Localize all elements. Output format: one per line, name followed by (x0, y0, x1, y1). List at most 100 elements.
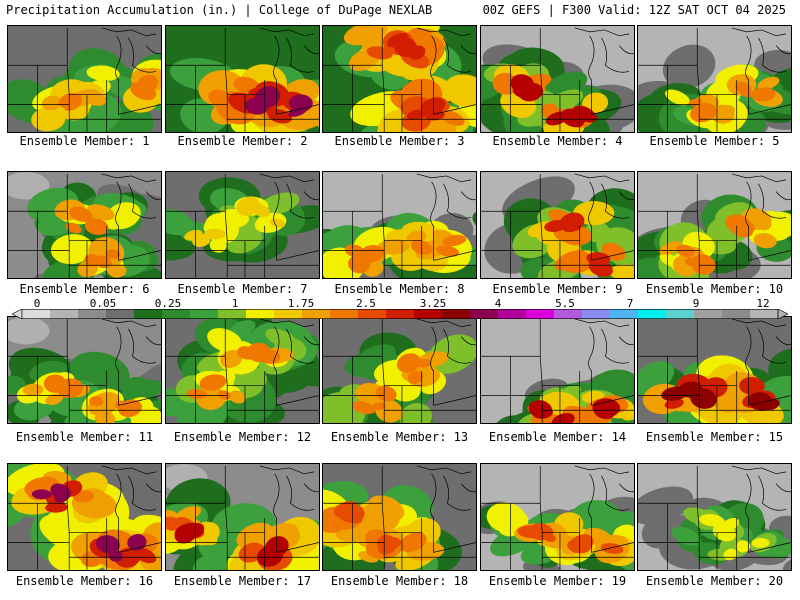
map-borders (8, 465, 161, 570)
colorbar (12, 309, 788, 319)
colorbar-label: 12 (756, 297, 770, 310)
ensemble-member-caption: Ensemble Member: 1 (19, 134, 150, 148)
colorbar-swatch (386, 309, 415, 319)
precip-field (638, 464, 791, 570)
precip-field (166, 317, 319, 423)
ensemble-map-panel (480, 463, 635, 571)
colorbar-swatch (358, 309, 387, 319)
colorbar-high-arrow (777, 309, 788, 319)
ensemble-map-panel (637, 316, 792, 424)
precip-field (638, 317, 791, 423)
chart-title: Precipitation Accumulation (in.) | Colle… (6, 3, 433, 17)
map-borders (323, 318, 476, 423)
ensemble-member-caption: Ensemble Member: 9 (492, 282, 623, 296)
precip-field (8, 317, 161, 423)
map-borders (323, 27, 476, 132)
precip-field (323, 172, 476, 278)
ensemble-map-panel (637, 463, 792, 571)
ensemble-map-panel (322, 316, 477, 424)
ensemble-member-caption: Ensemble Member: 8 (334, 282, 465, 296)
colorbar-label: 3.25 (419, 297, 447, 310)
colorbar-swatch (218, 309, 247, 319)
precip-field (638, 26, 791, 132)
map-borders (166, 27, 319, 132)
colorbar-swatch (78, 309, 107, 319)
colorbar-label: 4 (494, 297, 502, 310)
colorbar-swatch (470, 309, 499, 319)
ensemble-member-caption: Ensemble Member: 2 (177, 134, 308, 148)
ensemble-map-panel (165, 463, 320, 571)
precip-field (166, 464, 319, 570)
ensemble-member-caption: Ensemble Member: 7 (177, 282, 308, 296)
precip-field (323, 26, 476, 132)
colorbar-swatch (722, 309, 751, 319)
map-borders (323, 173, 476, 278)
map-borders (166, 173, 319, 278)
precip-field (323, 464, 476, 570)
colorbar-swatch (554, 309, 583, 319)
colorbar-swatch (414, 309, 443, 319)
ensemble-map-panel (165, 25, 320, 133)
ensemble-map-panel (7, 25, 162, 133)
map-borders (8, 318, 161, 423)
map-borders (481, 465, 634, 570)
colorbar-label: 5.5 (555, 297, 575, 310)
map-borders (166, 465, 319, 570)
colorbar-label: 9 (692, 297, 700, 310)
ensemble-member-caption: Ensemble Member: 19 (488, 574, 627, 588)
precip-field (166, 172, 319, 278)
ensemble-member-caption: Ensemble Member: 13 (330, 430, 469, 444)
colorbar-swatch (330, 309, 359, 319)
map-borders (638, 173, 791, 278)
ensemble-map-panel (480, 316, 635, 424)
colorbar-swatch (750, 309, 779, 319)
precip-field (481, 172, 634, 278)
colorbar-swatch (666, 309, 695, 319)
map-borders (481, 318, 634, 423)
precip-field (481, 464, 634, 570)
precip-field (8, 26, 161, 132)
ensemble-member-caption: Ensemble Member: 3 (334, 134, 465, 148)
colorbar-label: 1 (231, 297, 239, 310)
colorbar-labels: 0 0.05 0.25 1 1.75 2.5 3.25 4 5.5 7 9 12 (0, 297, 800, 310)
colorbar-label: 0.25 (154, 297, 182, 310)
ensemble-member-caption: Ensemble Member: 16 (15, 574, 154, 588)
colorbar-swatch (274, 309, 303, 319)
colorbar-swatch (610, 309, 639, 319)
ensemble-member-caption: Ensemble Member: 18 (330, 574, 469, 588)
ensemble-member-caption: Ensemble Member: 15 (645, 430, 784, 444)
map-borders (638, 27, 791, 132)
map-borders (166, 318, 319, 423)
colorbar-swatch (442, 309, 471, 319)
ensemble-map-panel (7, 316, 162, 424)
colorbar-swatch (638, 309, 667, 319)
colorbar-label: 2.5 (356, 297, 376, 310)
map-borders (481, 27, 634, 132)
ensemble-member-caption: Ensemble Member: 6 (19, 282, 150, 296)
ensemble-map-panel (637, 171, 792, 279)
map-borders (481, 173, 634, 278)
precip-field (638, 172, 791, 278)
ensemble-member-caption: Ensemble Member: 20 (645, 574, 784, 588)
colorbar-swatch (162, 309, 191, 319)
precip-field (481, 317, 634, 423)
ensemble-map-panel (480, 25, 635, 133)
colorbar-swatch (582, 309, 611, 319)
precip-field (8, 464, 161, 570)
colorbar-swatch (22, 309, 51, 319)
colorbar-swatch (190, 309, 219, 319)
map-borders (638, 465, 791, 570)
ensemble-map-panel (322, 463, 477, 571)
ensemble-map-panel (165, 171, 320, 279)
colorbar-swatch (246, 309, 275, 319)
colorbar-label: 1.75 (287, 297, 315, 310)
colorbar-swatch (50, 309, 79, 319)
ensemble-map-panel (7, 171, 162, 279)
colorbar-label: 0 (33, 297, 41, 310)
colorbar-swatch (134, 309, 163, 319)
ensemble-map-panel (7, 463, 162, 571)
ensemble-map-panel (322, 171, 477, 279)
precip-field (166, 26, 319, 132)
map-borders (638, 318, 791, 423)
ensemble-map-panel (165, 316, 320, 424)
